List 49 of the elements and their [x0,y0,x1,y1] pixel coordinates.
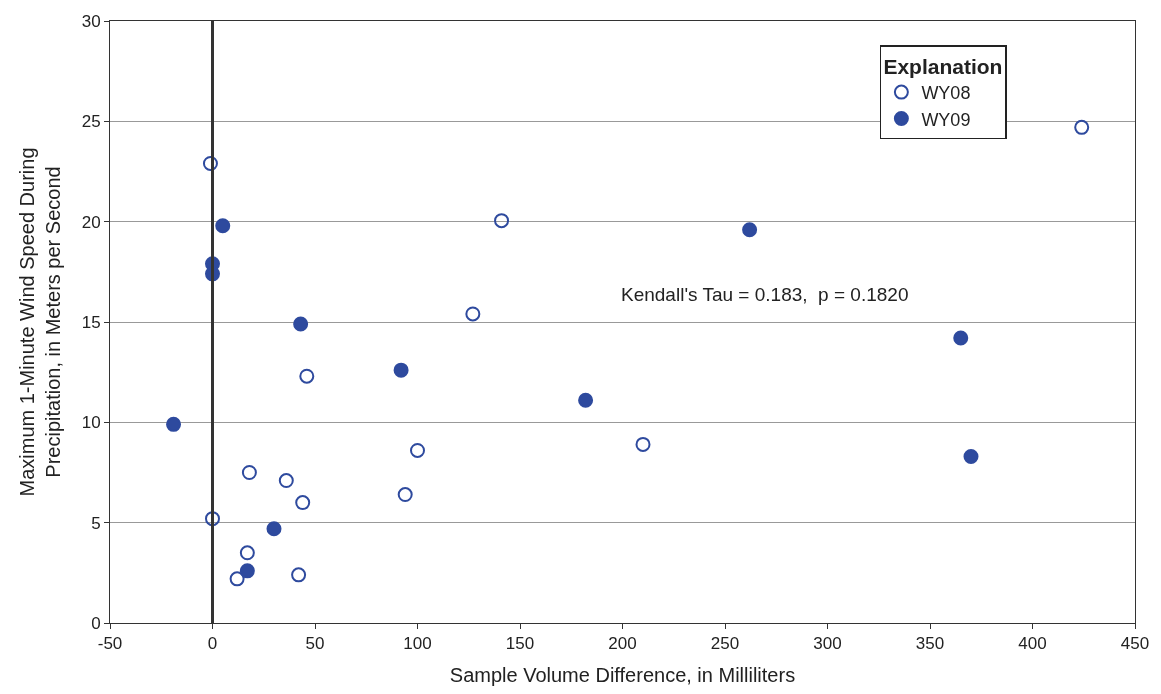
point [266,521,282,537]
y-tick-label: 25 [81,112,101,132]
y-tick-label: 5 [91,513,101,533]
point [295,495,311,511]
point [291,567,307,583]
x-tick-label: 250 [710,634,740,654]
x-tick-label: 450 [1120,634,1150,654]
point [239,563,255,579]
x-tick-label: 350 [915,634,945,654]
point [953,330,969,346]
x-tick-label: 50 [305,634,325,654]
point [1074,119,1090,135]
x-tick-label: 200 [608,634,637,654]
x-tick-label: 150 [505,634,535,654]
legend-label: WY09 [921,109,971,130]
x-tick-label: 100 [403,634,432,654]
y-tick-label: 15 [81,312,101,332]
point [410,442,425,458]
point [239,545,255,561]
point [241,465,257,480]
y-tick-label: 0 [91,613,101,633]
point [494,213,510,229]
point [465,306,481,322]
x-tick-label: 0 [207,634,218,654]
point [202,155,218,171]
legend-title: Explanation [883,54,1003,78]
point [578,392,594,408]
point [166,416,182,432]
point [635,436,651,452]
y-tick-label: 20 [81,212,101,232]
annotation: Kendall's Tau = 0.183, p = 0.1820 [621,284,909,305]
y-tick-label: 30 [81,11,101,31]
point [742,222,758,238]
x-tick-label: 400 [1018,634,1047,654]
point [393,362,409,378]
point [229,571,245,587]
point [397,487,413,503]
point [293,316,309,332]
y-tick-label: 10 [81,413,101,433]
point [205,511,220,527]
y-axis-title: Maximum 1-Minute Wind Speed During Precipitation, in Meters per Second [16,147,65,497]
point [278,473,294,489]
x-tick-label: 300 [813,634,842,654]
x-axis-title: Sample Volume Difference, in Milliliters [449,663,796,686]
legend-label: WY08 [921,83,971,104]
point [215,218,231,234]
point [299,368,315,384]
x-tick-label: -50 [97,634,123,654]
point [963,448,979,464]
